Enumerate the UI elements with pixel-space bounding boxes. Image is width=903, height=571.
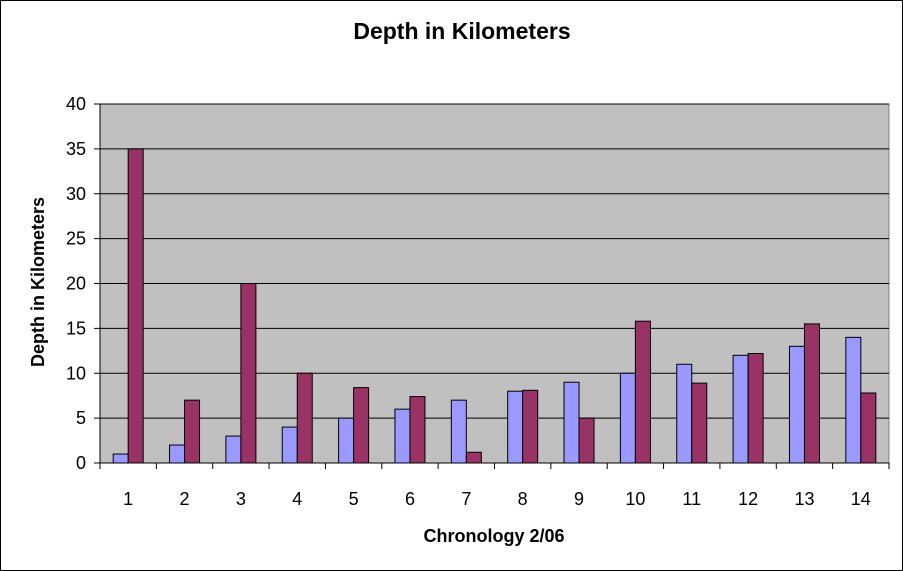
bar-series2-cat-4: [296, 372, 313, 464]
bar-series2-cat-14: [860, 392, 877, 464]
x-tick-label-10: 10: [625, 489, 645, 509]
bar-series1-cat-13: [788, 345, 805, 464]
y-tick-label-20: 20: [66, 274, 86, 294]
chart-title: Depth in Kilometers: [353, 18, 570, 44]
x-tick-label-9: 9: [574, 489, 584, 509]
bar-series2-cat-13: [803, 323, 820, 464]
y-tick-label-0: 0: [76, 453, 86, 473]
bar-series2-cat-3: [240, 283, 257, 464]
bar-series1-cat-3: [225, 435, 242, 464]
bar-series1-cat-14: [845, 336, 862, 464]
y-tick-label-40: 40: [66, 94, 86, 114]
bar-series2-cat-6: [409, 396, 426, 464]
y-tick-label-35: 35: [66, 139, 86, 159]
x-tick-label-7: 7: [461, 489, 471, 509]
y-axis-label: Depth in Kilometers: [28, 197, 48, 367]
bar-series2-cat-8: [522, 389, 539, 464]
y-tick-label-25: 25: [66, 229, 86, 249]
x-tick-label-3: 3: [236, 489, 246, 509]
bar-series2-cat-7: [465, 451, 482, 464]
bar-series1-cat-9: [563, 381, 580, 464]
y-tick-label-15: 15: [66, 318, 86, 338]
x-tick-label-1: 1: [123, 489, 133, 509]
bar-series2-cat-9: [578, 417, 595, 464]
bar-series1-cat-8: [507, 390, 524, 464]
x-tick-label-2: 2: [180, 489, 190, 509]
bar-series1-cat-2: [169, 444, 186, 464]
x-tick-labels: 1 2 3 4 5 6 7 8 9 10 11 12 13 14: [123, 489, 871, 509]
bar-series1-cat-6: [394, 408, 411, 464]
y-tick-labels: 0 5 10 15 20 25 30 35 40: [66, 94, 86, 473]
x-tick-label-8: 8: [518, 489, 528, 509]
y-tick-label-5: 5: [76, 408, 86, 428]
bar-series2-cat-11: [691, 382, 708, 464]
x-tick-label-14: 14: [851, 489, 871, 509]
bar-series1-cat-11: [676, 363, 693, 464]
bar-series1-cat-10: [619, 372, 636, 464]
bar-series1-cat-12: [732, 354, 749, 464]
x-tick-label-4: 4: [292, 489, 302, 509]
axes: [94, 103, 890, 469]
x-tick-label-5: 5: [349, 489, 359, 509]
bar-series1-cat-1: [112, 453, 129, 464]
y-tick-label-30: 30: [66, 184, 86, 204]
bar-series2-cat-2: [184, 399, 201, 464]
x-tick-label-13: 13: [794, 489, 814, 509]
x-tick-label-12: 12: [738, 489, 758, 509]
bar-series2-cat-1: [127, 148, 144, 464]
bar-series2-cat-10: [634, 320, 651, 464]
x-tick-label-6: 6: [405, 489, 415, 509]
bar-series2-cat-5: [353, 387, 370, 464]
bar-series1-cat-7: [450, 399, 467, 464]
y-tick-label-10: 10: [66, 363, 86, 383]
bar-series1-cat-5: [338, 417, 355, 464]
x-tick-label-11: 11: [682, 489, 701, 509]
x-axis-label: Chronology 2/06: [423, 526, 564, 546]
bar-series1-cat-4: [281, 426, 298, 464]
bar-series2-cat-12: [747, 353, 764, 464]
